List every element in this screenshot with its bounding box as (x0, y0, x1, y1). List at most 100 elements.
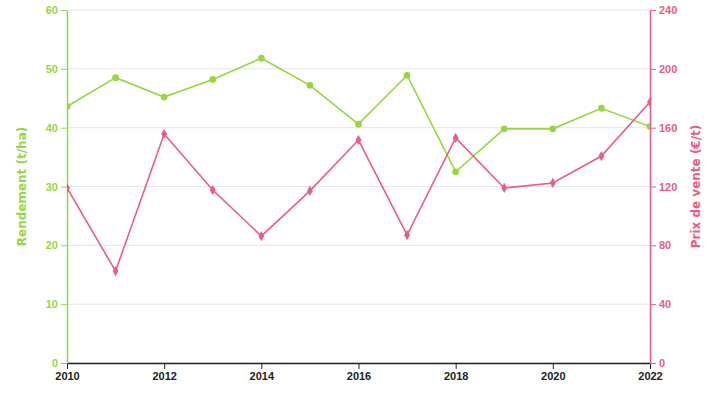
tick-mark (61, 187, 67, 188)
tick-label: 2018 (444, 370, 468, 382)
tick-mark (164, 363, 165, 369)
tick: 0 (650, 357, 665, 369)
point (209, 76, 216, 83)
tick-label: 80 (659, 239, 671, 251)
tick-mark (359, 363, 360, 369)
tick: 30 (46, 181, 67, 193)
tick: 20 (46, 239, 67, 251)
tick-label: 30 (46, 181, 58, 193)
tick-mark (61, 304, 67, 305)
point (598, 151, 604, 161)
point (550, 178, 556, 188)
grid (67, 10, 650, 363)
y2-axis-title: Prix de vente (€/t) (689, 125, 703, 249)
tick-label: 120 (659, 181, 677, 193)
tick-label: 40 (659, 298, 671, 310)
tick: 40 (46, 122, 67, 134)
grid-line (67, 68, 650, 69)
point (452, 168, 459, 175)
tick-mark (61, 128, 67, 129)
series-group (67, 55, 650, 276)
point (404, 230, 410, 240)
y-axis-title: Rendement (t/ha) (15, 127, 29, 246)
tick-label: 200 (659, 63, 677, 75)
tick-mark (61, 363, 67, 364)
tick-mark (61, 10, 67, 11)
tick-mark (61, 69, 67, 70)
tick-label: 10 (46, 298, 58, 310)
tick-label: 60 (46, 4, 58, 16)
tick: 2016 (347, 363, 371, 382)
point (404, 72, 411, 79)
tick: 200 (650, 63, 677, 75)
tick-mark (261, 363, 262, 369)
tick-label: 0 (52, 357, 58, 369)
chart: 2010201220142016201820202022010203040506… (0, 0, 725, 400)
tick-mark (553, 363, 554, 369)
plot: 2010201220142016201820202022010203040506… (46, 4, 678, 382)
point (355, 121, 362, 128)
point (307, 186, 313, 196)
tick: 10 (46, 298, 67, 310)
tick-label: 2022 (638, 370, 662, 382)
tick: 240 (650, 4, 677, 16)
tick-label: 160 (659, 122, 677, 134)
series-line (67, 102, 650, 271)
tick-label: 240 (659, 4, 677, 16)
tick-mark (650, 245, 656, 246)
grid-line (67, 186, 650, 187)
tick-mark (650, 304, 656, 305)
tick: 40 (650, 298, 671, 310)
tick-mark (650, 363, 656, 364)
y2-axis: 0 40 80 120 160 200 240 (650, 4, 677, 369)
tick-label: 2012 (152, 370, 176, 382)
point (501, 183, 507, 193)
grid-line (67, 10, 650, 11)
point (112, 74, 119, 81)
tick: 2020 (541, 363, 565, 382)
point (210, 185, 216, 195)
tick: 2012 (152, 363, 176, 382)
point (258, 55, 265, 62)
point (113, 266, 119, 276)
tick-label: 2010 (55, 370, 79, 382)
grid-line (67, 245, 650, 246)
tick-label: 40 (46, 122, 58, 134)
tick: 0 (52, 357, 67, 369)
tick: 120 (650, 181, 677, 193)
point (258, 231, 264, 241)
grid-line (67, 304, 650, 305)
point (67, 103, 70, 110)
point (161, 129, 167, 139)
tick-label: 2020 (541, 370, 565, 382)
tick: 50 (46, 63, 67, 75)
point (647, 97, 650, 107)
point (307, 82, 314, 89)
point (598, 105, 605, 112)
tick-mark (650, 187, 656, 188)
point (453, 133, 459, 143)
point (356, 135, 362, 145)
tick-label: 50 (46, 63, 58, 75)
tick-mark (67, 363, 68, 369)
tick-mark (456, 363, 457, 369)
tick-mark (650, 128, 656, 129)
point (647, 123, 650, 130)
tick: 60 (46, 4, 67, 16)
tick: 2010 (55, 363, 79, 382)
y-axis: 0 10 20 30 40 50 60 (46, 4, 68, 369)
tick-mark (650, 10, 656, 11)
tick: 2014 (250, 363, 275, 382)
point (549, 125, 556, 132)
point (501, 125, 508, 132)
tick-label: 0 (659, 357, 665, 369)
tick: 2018 (444, 363, 468, 382)
x-axis: 2010 2012 2014 2016 2018 2020 2022 (55, 363, 662, 382)
tick-label: 2016 (347, 370, 371, 382)
tick-mark (650, 69, 656, 70)
tick: 160 (650, 122, 677, 134)
tick-label: 2014 (250, 370, 275, 382)
point (161, 94, 168, 101)
tick-mark (61, 245, 67, 246)
tick: 80 (650, 239, 671, 251)
